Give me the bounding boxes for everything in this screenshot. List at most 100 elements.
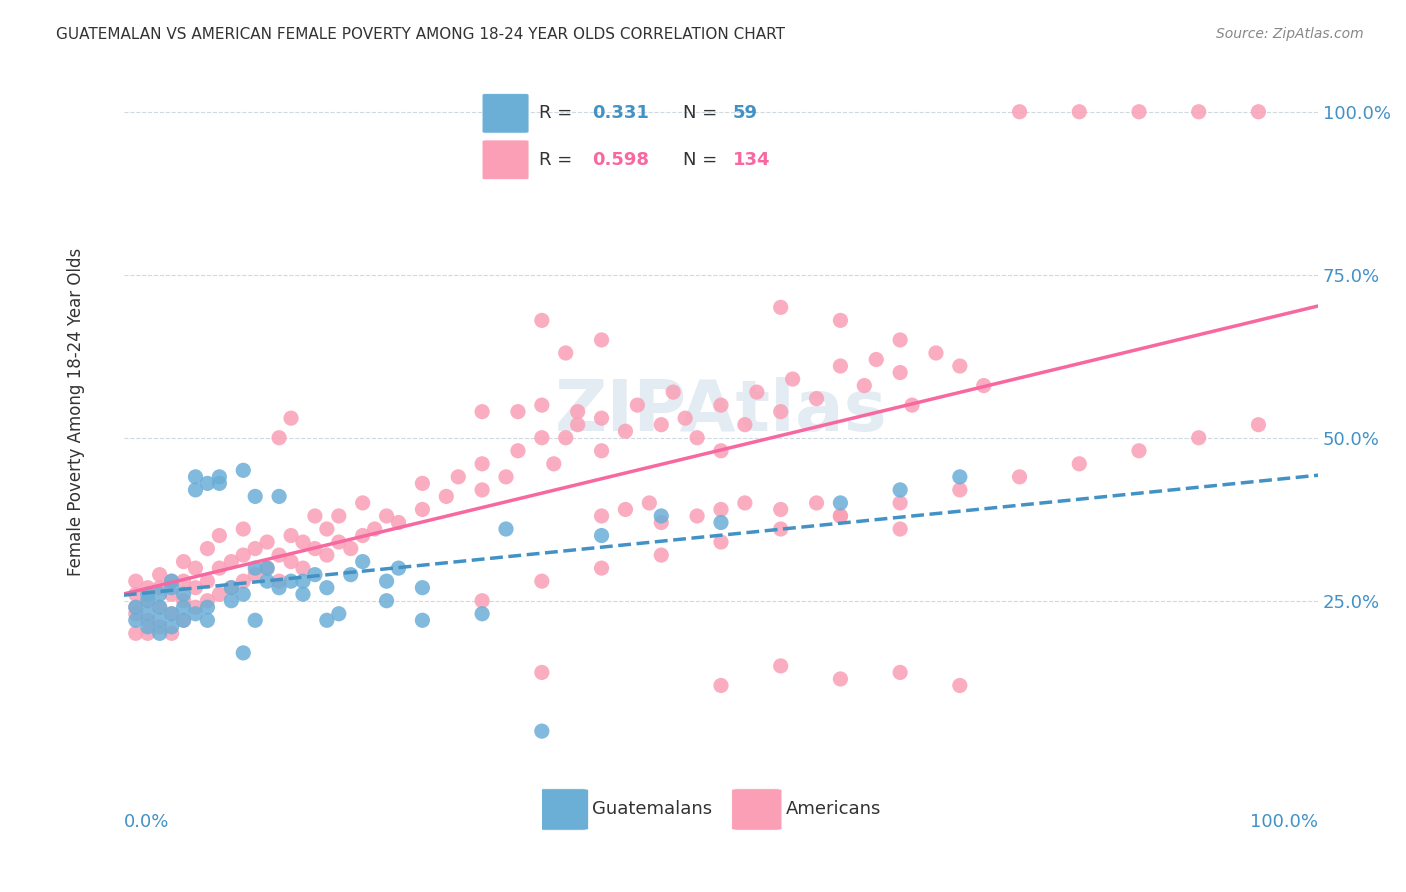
Point xyxy=(710,443,733,458)
Point xyxy=(221,593,243,607)
Point xyxy=(411,502,433,516)
Point xyxy=(673,411,696,425)
Point xyxy=(769,522,792,536)
Point xyxy=(591,508,613,523)
Point xyxy=(291,561,314,575)
Point xyxy=(245,567,267,582)
Text: Source: ZipAtlas.com: Source: ZipAtlas.com xyxy=(1216,27,1364,41)
Point xyxy=(949,359,972,373)
Point xyxy=(638,496,661,510)
Text: ZIPAtlas: ZIPAtlas xyxy=(555,377,887,446)
Point xyxy=(315,613,337,627)
Point xyxy=(280,528,302,542)
Point xyxy=(662,385,685,400)
Point xyxy=(1188,104,1211,119)
Point xyxy=(686,508,709,523)
Text: 100.0%: 100.0% xyxy=(1250,813,1319,831)
Point xyxy=(889,483,911,497)
Point xyxy=(650,417,672,432)
Point xyxy=(614,502,637,516)
Point xyxy=(626,398,648,412)
Point xyxy=(173,555,195,569)
Point xyxy=(232,463,254,477)
Point xyxy=(495,522,517,536)
Point xyxy=(208,528,231,542)
Point xyxy=(149,626,172,640)
Point xyxy=(506,443,529,458)
Point xyxy=(315,581,337,595)
Point xyxy=(830,508,852,523)
Point xyxy=(710,516,733,530)
Point xyxy=(160,626,183,640)
Point xyxy=(650,548,672,562)
Point xyxy=(530,431,553,445)
Point xyxy=(291,535,314,549)
Point xyxy=(208,561,231,575)
Point xyxy=(160,587,183,601)
Point xyxy=(352,555,374,569)
Point xyxy=(184,607,207,621)
Point xyxy=(256,561,278,575)
Point xyxy=(375,508,398,523)
Point xyxy=(591,411,613,425)
Point xyxy=(830,313,852,327)
Point xyxy=(328,508,350,523)
Point xyxy=(267,574,290,589)
Point xyxy=(495,470,517,484)
Point xyxy=(530,724,553,739)
Point xyxy=(245,561,267,575)
Point xyxy=(530,665,553,680)
Point xyxy=(591,561,613,575)
Point xyxy=(125,587,148,601)
Point xyxy=(208,587,231,601)
Point xyxy=(530,398,553,412)
Point xyxy=(1069,457,1091,471)
Point xyxy=(889,366,911,380)
Point xyxy=(471,457,494,471)
Point xyxy=(925,346,948,360)
Point xyxy=(434,490,457,504)
Point xyxy=(339,541,361,556)
Point xyxy=(554,346,576,360)
Point xyxy=(125,613,148,627)
Text: 0.0%: 0.0% xyxy=(124,813,169,831)
Point xyxy=(304,541,326,556)
Point xyxy=(149,613,172,627)
Point xyxy=(232,574,254,589)
Point xyxy=(567,405,589,419)
Point xyxy=(291,587,314,601)
Point xyxy=(197,613,219,627)
Point xyxy=(197,541,219,556)
Point xyxy=(650,508,672,523)
Point xyxy=(328,535,350,549)
Point xyxy=(149,620,172,634)
Point xyxy=(160,620,183,634)
Point xyxy=(267,581,290,595)
Point xyxy=(221,581,243,595)
Point xyxy=(328,607,350,621)
Point xyxy=(184,561,207,575)
Point xyxy=(889,333,911,347)
Point xyxy=(830,508,852,523)
Point xyxy=(1188,431,1211,445)
Point xyxy=(782,372,804,386)
Point xyxy=(304,508,326,523)
Point xyxy=(197,600,219,615)
Point xyxy=(280,411,302,425)
Point xyxy=(245,490,267,504)
Point xyxy=(830,672,852,686)
Point xyxy=(1247,104,1270,119)
Point xyxy=(173,587,195,601)
Point xyxy=(221,555,243,569)
Point xyxy=(375,593,398,607)
Point xyxy=(136,593,159,607)
Point xyxy=(471,607,494,621)
Point xyxy=(136,607,159,621)
Point xyxy=(125,600,148,615)
Point xyxy=(125,574,148,589)
Point xyxy=(197,593,219,607)
Point xyxy=(1128,104,1150,119)
Point xyxy=(149,600,172,615)
Point xyxy=(267,490,290,504)
Point xyxy=(973,378,995,392)
